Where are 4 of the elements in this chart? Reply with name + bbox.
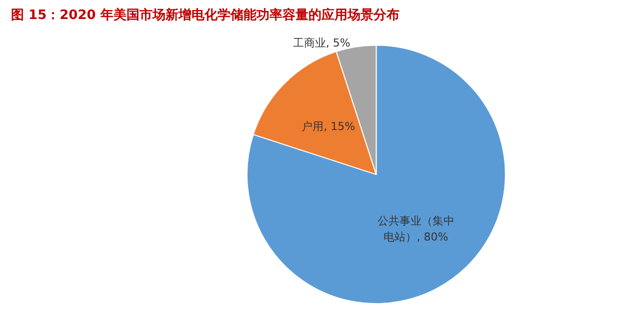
slice-label: 公共事业（集中电站）, 80%: [377, 214, 454, 244]
chart-title: 图 15：2020 年美国市场新增电化学储能功率容量的应用场景分布: [11, 7, 400, 23]
slice-label: 户用, 15%: [302, 120, 356, 134]
slice-label: 工商业, 5%: [292, 36, 350, 50]
